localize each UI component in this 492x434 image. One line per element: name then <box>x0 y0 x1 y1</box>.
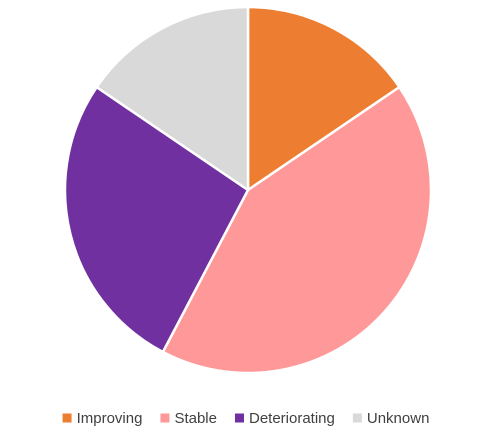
pie-slice <box>63 85 250 354</box>
legend-swatch <box>352 413 362 423</box>
legend-swatch <box>234 413 244 423</box>
legend-label: Deteriorating <box>249 410 335 427</box>
pie-slice <box>246 5 401 192</box>
legend-label: Unknown <box>367 410 430 427</box>
pie-slice <box>161 85 433 375</box>
pie-slice <box>95 5 250 192</box>
legend-swatch <box>62 413 72 423</box>
pie <box>63 5 433 375</box>
legend-swatch <box>160 413 170 423</box>
legend: Improving Stable Deteriorating Unknown <box>62 410 430 427</box>
legend-label: Improving <box>77 410 143 427</box>
legend-label: Stable <box>174 410 217 427</box>
